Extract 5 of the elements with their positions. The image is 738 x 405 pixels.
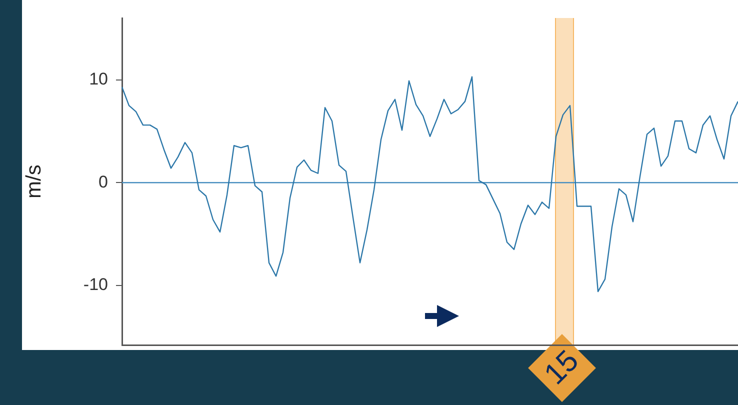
y-axis-title: m/s xyxy=(22,164,46,199)
y-tick-label: 0 xyxy=(98,172,108,192)
y-tick-label: 10 xyxy=(89,70,108,89)
y-tick-label: -10 xyxy=(83,275,108,294)
annotation: 15 xyxy=(528,334,596,402)
